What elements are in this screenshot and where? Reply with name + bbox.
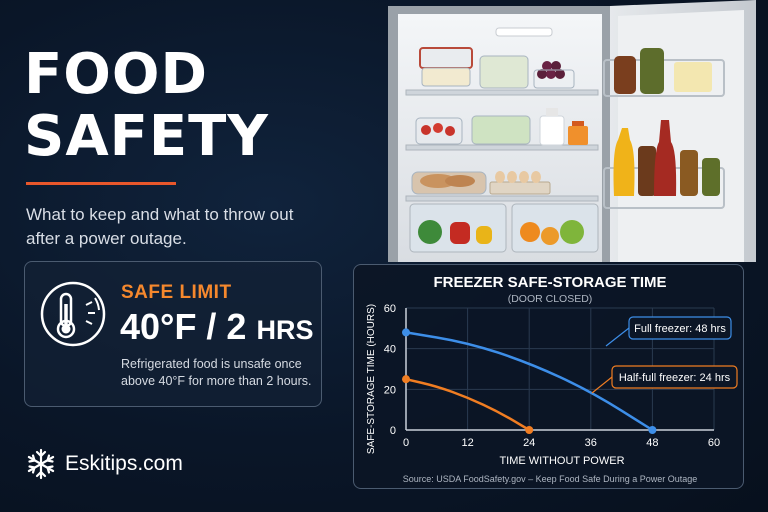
accent-divider (26, 182, 176, 185)
chart-source: Source: USDA FoodSafety.gov – Keep Food … (403, 474, 698, 484)
series-label-box (611, 365, 738, 389)
title-line-1: FOOD (24, 42, 208, 107)
y-tick-label: 20 (384, 384, 396, 396)
shelf-1 (405, 47, 599, 96)
page-title: FOOD SAFETY (24, 44, 269, 168)
fridge-illustration (388, 0, 756, 262)
safe-limit-value-main: 40°F / 2 (120, 306, 247, 347)
chart-ylabel: SAFE-STORAGE TIME (HOURS) (366, 304, 377, 454)
title-line-2: SAFETY (24, 104, 269, 169)
shelf-3 (405, 171, 599, 202)
fridge-door (610, 0, 756, 262)
y-tick-label: 0 (390, 425, 396, 437)
safe-limit-value-unit: HRS (256, 315, 314, 345)
series-line (404, 377, 531, 432)
x-tick-label: 60 (708, 437, 720, 449)
x-tick-label: 36 (585, 437, 597, 449)
subtitle: What to keep and what to throw out after… (26, 205, 294, 248)
snowflake-icon (27, 448, 55, 480)
x-tick-label: 12 (461, 437, 473, 449)
x-tick-label: 48 (646, 437, 658, 449)
crisper-drawers (409, 203, 599, 253)
thermometer-icon (40, 281, 106, 347)
x-tick-label: 0 (403, 437, 409, 449)
series-start-point (402, 328, 410, 337)
series-label: Full freezer: 48 hrs (634, 323, 726, 335)
series-end-point (648, 426, 657, 434)
freezer-chart-card: FREEZER SAFE-STORAGE TIME (DOOR CLOSED) … (353, 264, 744, 489)
series-start-point (402, 375, 410, 384)
series-line (404, 331, 654, 432)
series-label-box (628, 316, 732, 340)
series-end-point (525, 426, 534, 434)
safe-limit-description: Refrigerated food is unsafe once above 4… (121, 357, 312, 388)
safe-limit-card: SAFE LIMIT 40°F / 2 HRS Refrigerated foo… (24, 261, 322, 407)
brand-logo[interactable]: Eskitips.com (25, 447, 183, 481)
x-tick-label: 24 (523, 437, 535, 449)
chart-subtitle: (DOOR CLOSED) (508, 293, 593, 305)
chart-xlabel: TIME WITHOUT POWER (499, 455, 624, 467)
series-label: Half-full freezer: 24 hrs (619, 372, 731, 384)
safe-limit-label: SAFE LIMIT (121, 282, 232, 303)
freezer-chart: FREEZER SAFE-STORAGE TIME (DOOR CLOSED) … (366, 274, 738, 484)
y-tick-label: 40 (384, 344, 396, 356)
safe-limit-value: 40°F / 2 HRS (120, 306, 314, 351)
brand-name: Eskitips.com (65, 452, 183, 475)
y-tick-label: 60 (384, 303, 396, 315)
shelf-2 (405, 108, 599, 151)
series-label-leader (605, 327, 630, 347)
series-label-leader (591, 376, 613, 394)
chart-plot-area: 0 20 40 60 0 12 24 36 48 60 Full freezer: 48 hrs Ha… (384, 303, 738, 449)
door-shelves (603, 48, 725, 209)
chart-title: FREEZER SAFE-STORAGE TIME (433, 274, 666, 291)
